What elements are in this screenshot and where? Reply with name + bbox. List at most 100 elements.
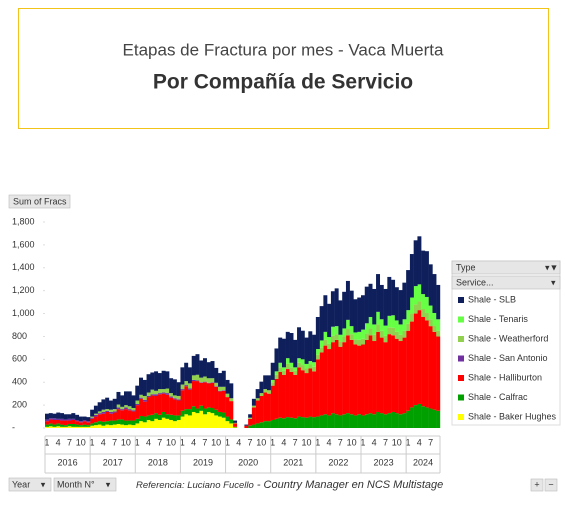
bar-segment	[150, 372, 155, 390]
bar-segment	[409, 407, 414, 428]
bar-segment	[78, 425, 83, 427]
bar-segment	[308, 331, 313, 362]
bar-segment	[376, 324, 381, 332]
bar-segment	[424, 251, 429, 297]
legend-label: Shale - Baker Hughes	[468, 411, 557, 421]
bar-segment	[349, 334, 354, 340]
y-tick-label: 600	[12, 354, 27, 364]
bar-segment	[218, 391, 223, 412]
bar-segment	[86, 422, 91, 426]
bar-segment	[90, 417, 95, 419]
field-button[interactable]	[53, 477, 117, 492]
bar-segment	[315, 316, 320, 350]
bar-segment	[334, 339, 339, 415]
bar-segment	[372, 341, 377, 415]
bar-segment	[338, 415, 343, 428]
bar-segment	[372, 334, 377, 342]
bar-segment	[221, 386, 226, 391]
bar-segment	[334, 288, 339, 327]
bar-segment	[48, 418, 53, 420]
header-box	[18, 8, 549, 129]
bar-segment	[90, 425, 95, 428]
bar-segment	[165, 393, 170, 395]
y-tick-label: 200	[12, 399, 27, 409]
bar-segment	[349, 339, 354, 415]
bar-segment	[154, 390, 159, 395]
bar-segment	[383, 325, 388, 336]
bar-segment	[195, 380, 200, 382]
bar-segment	[289, 417, 294, 428]
bar-segment	[432, 325, 437, 332]
bar-segment	[282, 374, 286, 419]
field-button[interactable]	[8, 477, 52, 492]
field-dropdown[interactable]: ▾	[41, 479, 46, 489]
bar-segment	[124, 425, 128, 428]
field-dropdown[interactable]: ▾	[106, 479, 111, 489]
bar-segment	[172, 421, 177, 428]
bar-segment	[334, 414, 339, 428]
bar-segment	[402, 413, 407, 428]
legend-swatch	[458, 297, 464, 303]
bar-segment	[124, 391, 128, 406]
value-field-button[interactable]	[8, 194, 71, 209]
bar-segment	[338, 300, 343, 335]
x-tick-label: 4	[191, 437, 196, 447]
bar-segment	[203, 381, 207, 383]
bar-segment	[78, 421, 83, 423]
x-tick-label: 7	[248, 437, 253, 447]
bar-segment	[48, 426, 53, 428]
bar-segment	[135, 405, 140, 419]
bar-segment	[394, 413, 399, 428]
bar-segment	[304, 363, 309, 369]
x-tick-label: 1	[44, 437, 49, 447]
bar-segment	[421, 316, 426, 407]
x-tick-label: 4	[101, 437, 106, 447]
bar-segment	[214, 386, 219, 387]
x-tick-label: 4	[372, 437, 377, 447]
bar-segment	[406, 270, 411, 311]
bar-segment	[93, 425, 98, 428]
bar-segment	[191, 381, 196, 407]
bar-segment	[63, 420, 68, 426]
bar-segment	[406, 323, 411, 331]
bar-segment	[169, 414, 174, 420]
dropdown-icon[interactable]: ▾	[551, 277, 556, 287]
legend-filter-button[interactable]	[451, 275, 561, 290]
legend-label: Shale - Weatherford	[468, 333, 548, 343]
bar-segment	[319, 352, 324, 416]
bar-segment	[131, 411, 136, 421]
filter-icon[interactable]: ▾▼	[545, 262, 558, 272]
bar-segment	[101, 409, 106, 412]
bar-segment	[342, 342, 347, 415]
expand-button[interactable]	[530, 478, 544, 492]
bar-segment	[233, 427, 238, 428]
bar-segment	[391, 327, 396, 336]
bar-segment	[48, 423, 53, 427]
bar-segment	[142, 399, 147, 402]
bar-segment	[165, 414, 170, 419]
bar-segment	[146, 415, 151, 420]
bar-segment	[379, 413, 384, 428]
collapse-icon[interactable]: −	[548, 479, 553, 489]
bar-segment	[180, 416, 185, 428]
bar-segment	[285, 363, 290, 370]
legend-type-button[interactable]	[451, 260, 561, 275]
bar-segment	[357, 414, 362, 428]
bar-segment	[417, 310, 422, 404]
bar-segment	[270, 419, 275, 428]
bar-segment	[199, 360, 204, 378]
collapse-button[interactable]	[544, 478, 558, 492]
bar-segment	[172, 399, 177, 416]
y-tick-label: -	[12, 422, 15, 432]
bar-segment	[108, 409, 113, 412]
bar-segment	[225, 393, 230, 398]
bar-segment	[327, 343, 332, 350]
bar-segment	[251, 407, 256, 425]
bar-segment	[206, 362, 211, 379]
bar-segment	[184, 385, 189, 387]
bar-segment	[274, 418, 279, 428]
bar-segment	[297, 367, 302, 417]
bar-segment	[214, 386, 219, 410]
bar-segment	[293, 374, 298, 419]
expand-icon[interactable]: +	[534, 479, 539, 489]
